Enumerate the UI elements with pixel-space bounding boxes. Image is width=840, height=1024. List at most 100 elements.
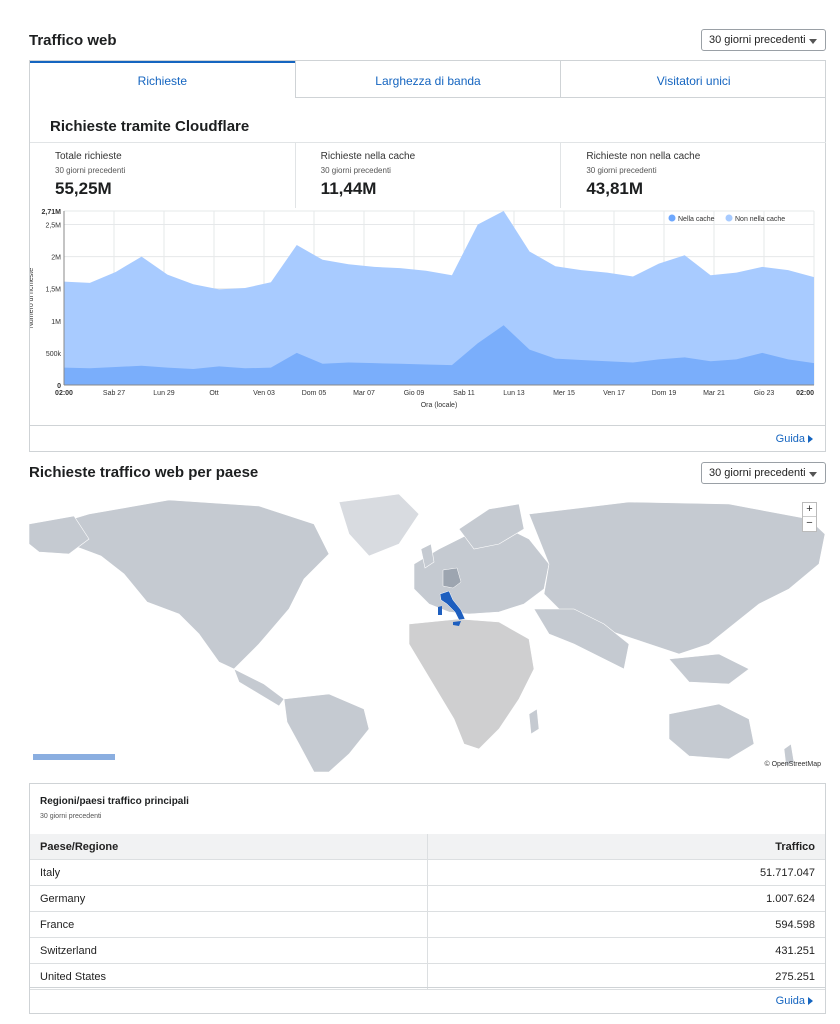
map-madagascar: [528, 708, 540, 735]
table-row: Germany 1.007.624: [30, 886, 825, 912]
traffic-tabs: Richieste Larghezza di banda Visitatori …: [30, 61, 827, 98]
table-header-row: Paese/Regione Traffico: [30, 834, 825, 860]
y-tick-label: 0: [57, 383, 61, 390]
x-tick-label: Dom 05: [302, 390, 327, 397]
requests-chart-svg: 0 500k 1M 1,5M 2M 2,5M 2,71M 02:00 Sab 27 Lun 29 O…: [30, 209, 815, 409]
stat-value: 11,44M: [320, 179, 377, 198]
stat-value: 43,81M: [586, 179, 644, 198]
table-row: France 594.598: [30, 912, 825, 938]
x-tick-label: Mer 15: [553, 390, 575, 397]
y-tick-label: 2M: [51, 255, 61, 262]
table-row: Switzerland 431.251: [30, 938, 825, 964]
cell-traffic: 431.251: [775, 945, 815, 957]
traffic-section-title: Traffico web: [29, 32, 117, 49]
map-alaska: [29, 515, 90, 555]
map-greenland: [338, 494, 420, 557]
map-middle-east: [533, 608, 630, 670]
legend-marker: [668, 214, 676, 222]
map-zoom-control: + −: [802, 502, 817, 532]
map-sardinia: [438, 606, 442, 615]
x-tick-label: Gio 23: [754, 390, 775, 397]
tab-requests[interactable]: Richieste: [30, 61, 295, 98]
map-southeast-asia: [668, 653, 750, 685]
x-tick-label: Lun 13: [503, 390, 525, 397]
legend-marker: [725, 214, 733, 222]
map-germany: [442, 567, 462, 589]
x-tick-label: Lun 29: [153, 390, 175, 397]
traffic-card-footer: Guida: [30, 425, 825, 451]
column-header-country[interactable]: Paese/Regione: [30, 834, 428, 859]
country-help-link[interactable]: Guida: [776, 995, 813, 1007]
traffic-help-link[interactable]: Guida: [776, 433, 813, 445]
legend-label: Nella cache: [678, 216, 715, 223]
stat-label: Totale richieste: [55, 151, 122, 162]
top-countries-title: Regioni/paesi traffico principali: [40, 796, 189, 807]
y-tick-label: 1M: [51, 319, 61, 326]
column-header-traffic[interactable]: Traffico: [775, 841, 815, 853]
stats-row: Totale richieste 30 giorni precedenti 55…: [30, 142, 826, 208]
area-cached: [64, 325, 814, 385]
stat-cached-requests: Richieste nella cache 30 giorni preceden…: [294, 143, 561, 208]
requests-chart[interactable]: 0 500k 1M 1,5M 2M 2,5M 2,71M 02:00 Sab 27 Lun 29 O…: [30, 207, 826, 425]
x-tick-label: Ven 17: [603, 390, 625, 397]
table-row: United States 275.251: [30, 964, 825, 990]
x-axis-label: Ora (locale): [421, 402, 458, 409]
area-uncached: [64, 211, 814, 385]
table-row: Italy 51.717.047: [30, 860, 825, 886]
top-countries-table: Paese/Regione Traffico Italy 51.717.047 …: [30, 834, 825, 990]
stat-label: Richieste nella cache: [320, 151, 416, 162]
top-countries-subtitle: 30 giorni precedenti: [40, 813, 102, 820]
cell-country: Germany: [30, 886, 428, 911]
triangle-right-icon: [808, 435, 813, 443]
chevron-down-icon: [809, 472, 817, 477]
country-section-title: Richieste traffico web per paese: [29, 464, 259, 481]
legend-label: Non nella cache: [735, 216, 785, 223]
stat-value: 55,25M: [55, 179, 112, 198]
stat-sub: 30 giorni precedenti: [320, 166, 391, 175]
stat-uncached-requests: Richieste non nella cache 30 giorni prec…: [560, 143, 826, 208]
map-attribution[interactable]: © OpenStreetMap: [764, 761, 821, 768]
x-tick-label: Mar 21: [703, 390, 725, 397]
tab-unique-visitors[interactable]: Visitatori unici: [560, 61, 827, 98]
cell-country: United States: [30, 964, 428, 989]
y-tick-label: 2,5M: [45, 222, 61, 229]
x-tick-label: Dom 19: [652, 390, 677, 397]
cell-traffic: 594.598: [775, 919, 815, 931]
x-tick-label: 02:00: [796, 390, 814, 397]
map-central-america: [233, 668, 285, 707]
zoom-out-button[interactable]: −: [806, 517, 813, 529]
table-card-footer: Guida: [30, 987, 825, 1013]
x-tick-label: Sab 27: [103, 390, 125, 397]
cell-country: Switzerland: [30, 938, 428, 963]
traffic-period-select[interactable]: 30 giorni precedenti: [701, 29, 826, 51]
map-south-america: [283, 693, 370, 772]
cell-traffic: 51.717.047: [759, 867, 815, 879]
x-tick-label: Ott: [209, 390, 218, 397]
x-tick-label: 02:00: [55, 390, 73, 397]
x-tick-label: Gio 09: [404, 390, 425, 397]
help-link-label: Guida: [775, 995, 805, 1007]
y-axis-label: Numero di richieste: [30, 268, 35, 328]
y-tick-label: 2,71M: [42, 209, 62, 216]
triangle-right-icon: [808, 997, 813, 1005]
map-africa: [408, 618, 535, 750]
map-sicily: [453, 621, 461, 626]
country-period-select[interactable]: 30 giorni precedenti: [701, 462, 826, 484]
x-tick-label: Mar 07: [353, 390, 375, 397]
chevron-down-icon: [809, 39, 817, 44]
help-link-label: Guida: [775, 433, 805, 445]
cell-traffic: 1.007.624: [766, 893, 815, 905]
world-map[interactable]: + − © OpenStreetMap: [29, 494, 825, 772]
stat-label: Richieste non nella cache: [586, 151, 701, 162]
x-tick-label: Sab 11: [453, 390, 475, 397]
stat-sub: 30 giorni precedenti: [55, 166, 126, 175]
tab-bandwidth[interactable]: Larghezza di banda: [294, 61, 561, 98]
map-north-america: [48, 499, 330, 670]
cell-traffic: 275.251: [775, 971, 815, 983]
top-countries-card: Regioni/paesi traffico principali 30 gio…: [29, 783, 826, 1014]
map-scandinavia: [458, 503, 525, 550]
map-scale-legend: [33, 754, 115, 760]
stat-sub: 30 giorni precedenti: [586, 166, 657, 175]
country-period-value: 30 giorni precedenti: [709, 467, 806, 479]
zoom-in-button[interactable]: +: [803, 503, 816, 517]
